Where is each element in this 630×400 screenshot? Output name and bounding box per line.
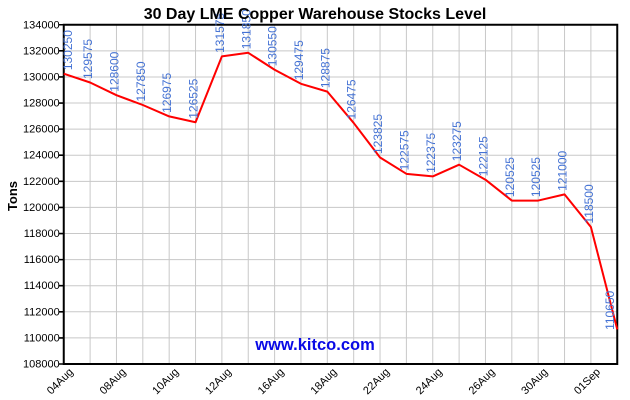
svg-text:122125: 122125	[476, 136, 490, 176]
svg-text:128600: 128600	[107, 51, 121, 91]
svg-text:114000: 114000	[24, 280, 60, 292]
svg-text:123825: 123825	[371, 114, 385, 154]
svg-text:120000: 120000	[23, 202, 60, 214]
svg-text:130000: 130000	[23, 71, 60, 83]
svg-text:131575: 131575	[213, 13, 227, 53]
svg-text:122375: 122375	[424, 133, 438, 173]
svg-text:30 Day LME Copper Warehouse St: 30 Day LME Copper Warehouse Stocks Level	[144, 6, 487, 23]
svg-text:129575: 129575	[81, 39, 95, 79]
svg-text:116000: 116000	[24, 254, 60, 266]
svg-text:123275: 123275	[450, 121, 464, 161]
svg-text:124000: 124000	[23, 150, 60, 162]
svg-text:126525: 126525	[187, 78, 201, 118]
svg-text:126000: 126000	[23, 124, 60, 136]
svg-text:131850: 131850	[239, 9, 253, 49]
svg-text:128875: 128875	[318, 48, 332, 88]
svg-text:128000: 128000	[23, 98, 60, 110]
svg-text:110650: 110650	[603, 290, 617, 329]
svg-text:108000: 108000	[23, 359, 60, 371]
svg-text:118000: 118000	[24, 228, 60, 240]
svg-text:127850: 127850	[134, 61, 148, 101]
svg-text:121000: 121000	[556, 151, 570, 191]
svg-text:112000: 112000	[24, 306, 60, 318]
svg-text:110000: 110000	[24, 332, 60, 344]
svg-text:132000: 132000	[23, 45, 60, 57]
svg-text:130250: 130250	[61, 30, 75, 70]
svg-text:www.kitco.com: www.kitco.com	[254, 336, 375, 354]
svg-text:126975: 126975	[160, 73, 174, 113]
svg-text:118500: 118500	[582, 184, 596, 223]
svg-text:120525: 120525	[503, 157, 517, 197]
svg-text:126475: 126475	[345, 79, 359, 119]
svg-text:122575: 122575	[397, 130, 411, 170]
svg-text:134000: 134000	[23, 19, 60, 31]
svg-text:130550: 130550	[266, 26, 280, 66]
svg-text:120525: 120525	[529, 157, 543, 197]
svg-text:Tons: Tons	[5, 181, 20, 211]
svg-text:129475: 129475	[292, 40, 306, 80]
svg-text:122000: 122000	[23, 176, 60, 188]
